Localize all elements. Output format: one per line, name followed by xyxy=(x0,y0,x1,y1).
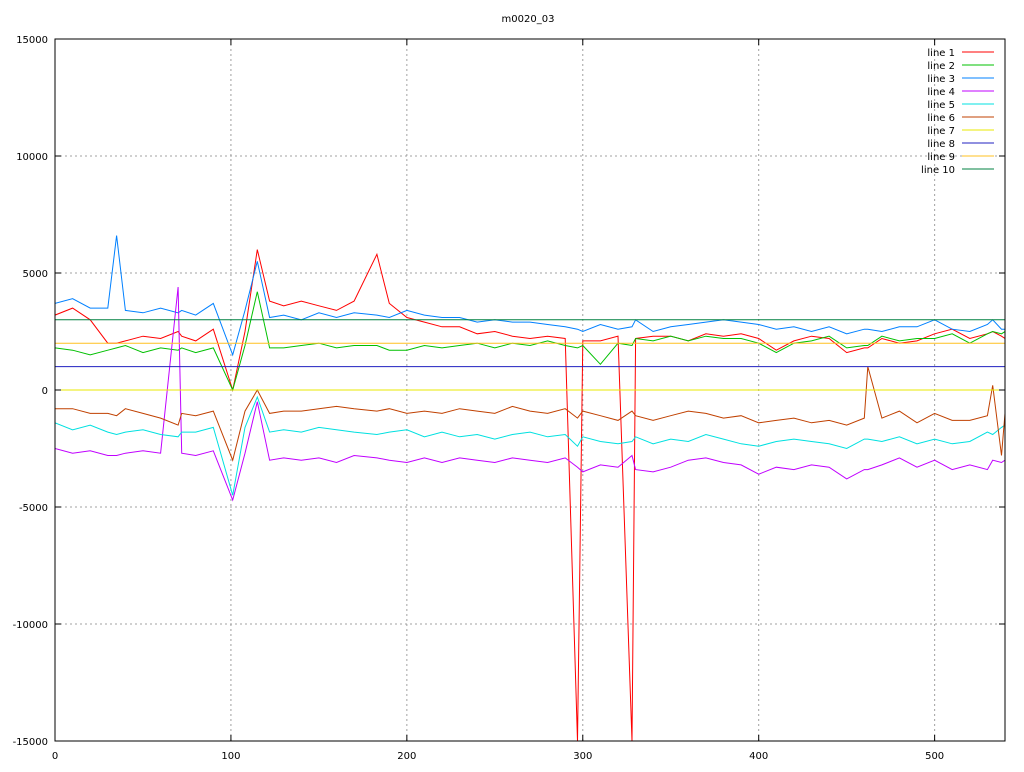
x-tick-label: 100 xyxy=(221,751,240,762)
plot-border xyxy=(54,38,1006,742)
legend-label: line 4 xyxy=(927,87,955,98)
series-lines xyxy=(55,235,1005,741)
legend: line 1 line 2 line 3 line 4 line 5 line 6 line… xyxy=(921,48,994,176)
axes: 0 100 200 300 400 500 -15000 -10000 -5000 0 5000 10… xyxy=(13,35,1006,762)
x-tick-label: 200 xyxy=(397,751,416,762)
y-tick-label: 10000 xyxy=(16,152,48,163)
x-tick-label: 0 xyxy=(52,751,58,762)
series-line-1 xyxy=(55,249,1005,741)
series-line-3 xyxy=(55,235,1005,357)
x-tick-label: 300 xyxy=(573,751,592,762)
y-tick-label: 0 xyxy=(42,386,48,397)
y-tick-label: -10000 xyxy=(13,620,48,631)
chart-title: m0020_03 xyxy=(502,14,555,25)
y-tick-label: -15000 xyxy=(13,737,48,748)
legend-label: line 6 xyxy=(927,113,955,124)
y-tick-label: 15000 xyxy=(16,35,48,46)
legend-label: line 2 xyxy=(927,61,955,72)
legend-label: line 9 xyxy=(927,152,955,163)
legend-label: line 5 xyxy=(927,100,955,111)
series-line-4 xyxy=(55,286,1005,502)
legend-label: line 8 xyxy=(927,139,955,150)
y-tick-label: 5000 xyxy=(23,269,48,280)
series-line-6 xyxy=(55,366,1005,462)
series-line-5 xyxy=(55,395,1005,496)
y-tick-label: -5000 xyxy=(19,503,48,514)
series-line-2 xyxy=(55,291,1005,392)
legend-label: line 1 xyxy=(927,48,955,59)
x-tick-label: 400 xyxy=(749,751,768,762)
x-tick-label: 500 xyxy=(925,751,944,762)
legend-label: line 10 xyxy=(921,165,955,176)
legend-label: line 7 xyxy=(927,126,955,137)
legend-label: line 3 xyxy=(927,74,955,85)
